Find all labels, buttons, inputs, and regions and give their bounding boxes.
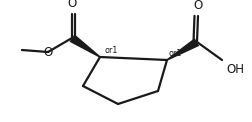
Text: O: O: [43, 46, 52, 59]
Text: or1: or1: [168, 49, 182, 58]
Text: or1: or1: [105, 46, 118, 55]
Text: OH: OH: [225, 63, 243, 76]
Polygon shape: [166, 38, 199, 61]
Polygon shape: [69, 34, 100, 58]
Text: O: O: [193, 0, 202, 12]
Text: O: O: [67, 0, 76, 10]
